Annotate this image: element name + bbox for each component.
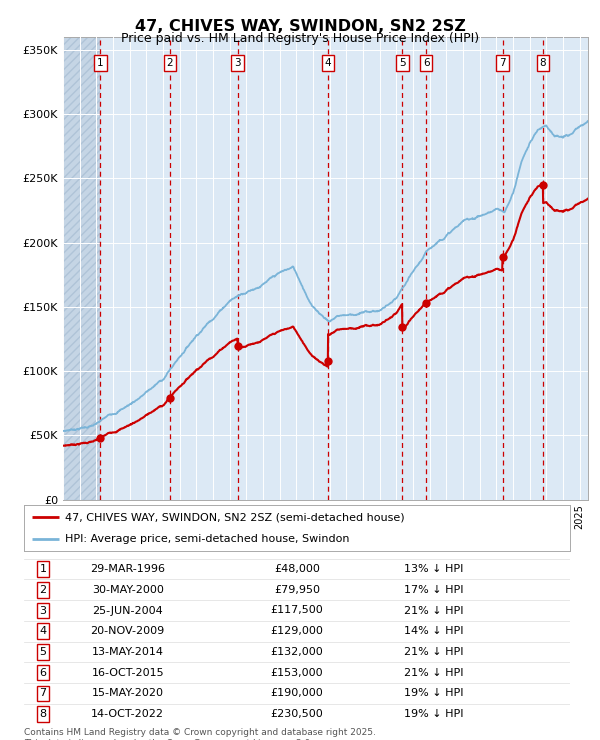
Text: 4: 4 <box>40 626 47 636</box>
Text: 13% ↓ HPI: 13% ↓ HPI <box>404 564 463 574</box>
Text: 1: 1 <box>40 564 47 574</box>
Text: 6: 6 <box>423 58 430 67</box>
Text: 19% ↓ HPI: 19% ↓ HPI <box>404 709 463 719</box>
Text: 5: 5 <box>40 647 47 657</box>
Text: £153,000: £153,000 <box>271 667 323 678</box>
Text: 3: 3 <box>235 58 241 67</box>
Text: 21% ↓ HPI: 21% ↓ HPI <box>404 605 463 616</box>
Text: 2: 2 <box>40 585 47 595</box>
Text: 8: 8 <box>40 709 47 719</box>
Text: 21% ↓ HPI: 21% ↓ HPI <box>404 667 463 678</box>
Text: 7: 7 <box>499 58 506 67</box>
Text: 14-OCT-2022: 14-OCT-2022 <box>91 709 164 719</box>
Text: £117,500: £117,500 <box>271 605 323 616</box>
Text: 14% ↓ HPI: 14% ↓ HPI <box>404 626 463 636</box>
Text: 5: 5 <box>399 58 406 67</box>
Text: HPI: Average price, semi-detached house, Swindon: HPI: Average price, semi-detached house,… <box>65 534 349 544</box>
Text: 20-NOV-2009: 20-NOV-2009 <box>91 626 165 636</box>
Text: 15-MAY-2020: 15-MAY-2020 <box>92 688 164 699</box>
Text: Contains HM Land Registry data © Crown copyright and database right 2025.
This d: Contains HM Land Registry data © Crown c… <box>24 728 376 740</box>
Text: 2: 2 <box>167 58 173 67</box>
Text: 7: 7 <box>40 688 47 699</box>
Text: 8: 8 <box>539 58 546 67</box>
Text: 4: 4 <box>325 58 331 67</box>
Text: £79,950: £79,950 <box>274 585 320 595</box>
Text: 17% ↓ HPI: 17% ↓ HPI <box>404 585 463 595</box>
Text: 3: 3 <box>40 605 47 616</box>
Text: 21% ↓ HPI: 21% ↓ HPI <box>404 647 463 657</box>
Text: 6: 6 <box>40 667 47 678</box>
Text: 1: 1 <box>97 58 104 67</box>
Bar <box>63 37 100 500</box>
Text: £132,000: £132,000 <box>271 647 323 657</box>
Text: 30-MAY-2000: 30-MAY-2000 <box>92 585 164 595</box>
Text: £48,000: £48,000 <box>274 564 320 574</box>
Text: £230,500: £230,500 <box>271 709 323 719</box>
Text: £190,000: £190,000 <box>271 688 323 699</box>
Text: 47, CHIVES WAY, SWINDON, SN2 2SZ (semi-detached house): 47, CHIVES WAY, SWINDON, SN2 2SZ (semi-d… <box>65 512 404 522</box>
Text: 29-MAR-1996: 29-MAR-1996 <box>90 564 165 574</box>
Text: 16-OCT-2015: 16-OCT-2015 <box>91 667 164 678</box>
Text: Price paid vs. HM Land Registry's House Price Index (HPI): Price paid vs. HM Land Registry's House … <box>121 32 479 45</box>
Text: 25-JUN-2004: 25-JUN-2004 <box>92 605 163 616</box>
Text: £129,000: £129,000 <box>271 626 323 636</box>
Text: 13-MAY-2014: 13-MAY-2014 <box>92 647 164 657</box>
Text: 19% ↓ HPI: 19% ↓ HPI <box>404 688 463 699</box>
Text: 47, CHIVES WAY, SWINDON, SN2 2SZ: 47, CHIVES WAY, SWINDON, SN2 2SZ <box>134 19 466 34</box>
